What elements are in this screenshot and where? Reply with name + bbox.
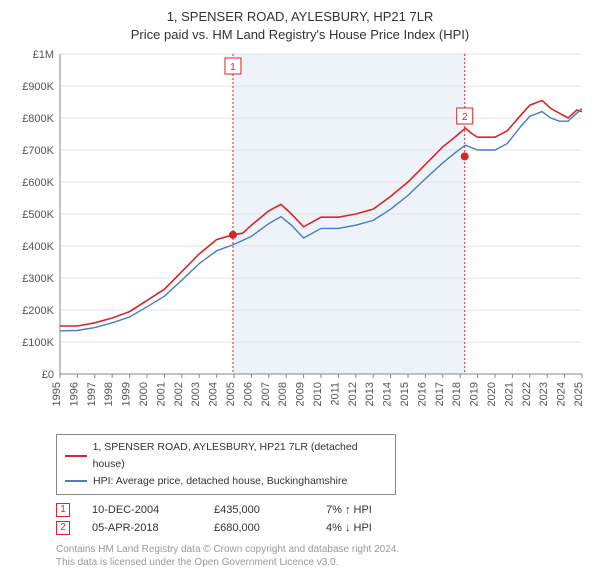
- x-tick-label: 2001: [155, 382, 167, 406]
- x-tick-label: 2000: [138, 382, 150, 406]
- legend-label: 1, SPENSER ROAD, AYLESBURY, HP21 7LR (de…: [93, 439, 387, 473]
- x-tick-label: 2015: [399, 382, 411, 406]
- x-tick-label: 2006: [242, 382, 254, 406]
- legend-item: 1, SPENSER ROAD, AYLESBURY, HP21 7LR (de…: [65, 439, 387, 473]
- x-tick-label: 2018: [451, 382, 463, 406]
- transaction-row: 2 05-APR-2018 £680,000 4% ↓ HPI: [56, 521, 588, 535]
- x-tick-label: 2010: [312, 382, 324, 406]
- x-tick-label: 1995: [51, 382, 63, 406]
- y-tick-label: £800K: [22, 113, 54, 125]
- marker-label-num: 1: [230, 62, 236, 73]
- legend-swatch: [65, 480, 87, 482]
- x-tick-label: 2019: [469, 382, 481, 406]
- x-tick-label: 2005: [225, 382, 237, 406]
- x-tick-label: 1999: [121, 382, 133, 406]
- transaction-price: £435,000: [214, 504, 304, 516]
- x-tick-label: 2008: [277, 382, 289, 406]
- transaction-marker: 2: [56, 521, 70, 535]
- price-chart: £0 £100K £200K £300K £400K £500K £600K £700K £80…: [12, 48, 588, 428]
- x-tick-label: 2014: [382, 382, 394, 406]
- marker-label-num: 2: [462, 112, 468, 123]
- transaction-delta: 7% ↑ HPI: [326, 504, 416, 516]
- x-tick-label: 2023: [538, 382, 550, 406]
- y-tick-label: £600K: [22, 177, 54, 189]
- transaction-date: 10-DEC-2004: [92, 504, 192, 516]
- y-tick-label: £300K: [22, 273, 54, 285]
- y-tick-label: £100K: [22, 337, 54, 349]
- y-tick-label: £400K: [22, 241, 54, 253]
- y-tick-label: £700K: [22, 145, 54, 157]
- legend-item: HPI: Average price, detached house, Buck…: [65, 473, 387, 490]
- x-tick-label: 2009: [295, 382, 307, 406]
- title-sub: Price paid vs. HM Land Registry's House …: [12, 26, 588, 44]
- x-tick-label: 2011: [329, 382, 341, 406]
- legend-swatch: [65, 455, 87, 457]
- transaction-date: 05-APR-2018: [92, 522, 192, 534]
- x-tick-label: 2007: [260, 382, 272, 406]
- marker-dot: [229, 231, 237, 239]
- legend: 1, SPENSER ROAD, AYLESBURY, HP21 7LR (de…: [56, 434, 396, 494]
- x-tick-label: 2024: [556, 382, 568, 406]
- legend-label: HPI: Average price, detached house, Buck…: [93, 473, 347, 490]
- x-tick-label: 1998: [103, 382, 115, 406]
- x-tick-label: 1996: [68, 382, 80, 406]
- x-tick-label: 2022: [521, 382, 533, 406]
- x-tick-label: 2016: [416, 382, 428, 406]
- y-tick-label: £500K: [22, 209, 54, 221]
- x-tick-label: 2013: [364, 382, 376, 406]
- x-tick-label: 2025: [573, 382, 585, 406]
- y-tick-label: £900K: [22, 81, 54, 93]
- y-tick-label: £0: [42, 369, 54, 381]
- x-tick-label: 2021: [503, 382, 515, 406]
- title-main: 1, SPENSER ROAD, AYLESBURY, HP21 7LR: [12, 8, 588, 26]
- footer-attribution: Contains HM Land Registry data © Crown c…: [56, 543, 588, 569]
- x-tick-label: 2003: [190, 382, 202, 406]
- footer-line-1: Contains HM Land Registry data © Crown c…: [56, 543, 588, 556]
- transactions-table: 1 10-DEC-2004 £435,000 7% ↑ HPI 2 05-APR-2018…: [56, 503, 588, 535]
- x-tick-label: 2004: [208, 382, 220, 406]
- footer-line-2: This data is licensed under the Open Gov…: [56, 556, 588, 569]
- x-tick-label: 2020: [486, 382, 498, 406]
- transaction-delta: 4% ↓ HPI: [326, 522, 416, 534]
- x-tick-label: 2017: [434, 382, 446, 406]
- marker-dot: [461, 153, 469, 161]
- y-tick-label: £200K: [22, 305, 54, 317]
- transaction-price: £680,000: [214, 522, 304, 534]
- y-tick-label: £1M: [33, 49, 54, 61]
- transaction-marker: 1: [56, 503, 70, 517]
- x-tick-label: 2012: [347, 382, 359, 406]
- x-tick-label: 2002: [173, 382, 185, 406]
- x-tick-label: 1997: [86, 382, 98, 406]
- transaction-row: 1 10-DEC-2004 £435,000 7% ↑ HPI: [56, 503, 588, 517]
